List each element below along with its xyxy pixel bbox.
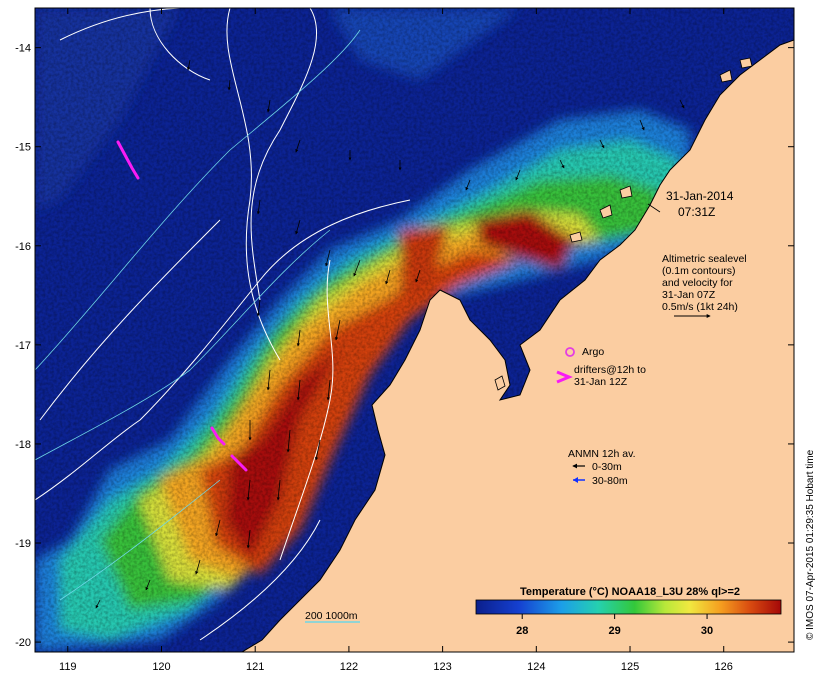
anmn-deep-arrowhead — [573, 477, 578, 483]
scale-label: 200 1000m — [305, 610, 358, 622]
x-tick-label: 120 — [152, 661, 170, 673]
drifter-legend-symbol — [556, 370, 573, 384]
anmn-title: ANMN 12h av. — [568, 448, 636, 460]
x-tick-label: 119 — [59, 661, 77, 673]
colorbar-tick-label: 28 — [516, 625, 528, 637]
argo-marker — [565, 347, 575, 357]
colorbar-tick-label: 30 — [701, 625, 713, 637]
y-tick-label: -20 — [15, 637, 31, 649]
y-tick-label: -19 — [15, 538, 31, 550]
time-label: 07:31Z — [678, 205, 715, 219]
sealevel-contours — [35, 8, 411, 641]
anmn-deep-label: 30-80m — [592, 475, 628, 487]
x-tick-label: 125 — [621, 661, 639, 673]
y-tick-label: -18 — [15, 439, 31, 451]
australia-landmass — [241, 8, 794, 652]
altimetry-line-5: 0.5m/s (1kt 24h) — [662, 301, 738, 313]
credit-text: © IMOS 07-Apr-2015 01:29:35 Hobart time — [805, 449, 816, 640]
altimetry-line-2: (0.1m contours) — [662, 265, 736, 277]
altimetry-legend: Altimetric sealevel (0.1m contours) and … — [662, 253, 747, 318]
map-plot-area — [35, 8, 794, 652]
x-tick-label: 122 — [340, 661, 358, 673]
x-tick-label: 126 — [715, 661, 733, 673]
x-tick-label: 123 — [433, 661, 451, 673]
colorbar-title: Temperature (°C) NOAA18_L3U 28% ql>=2 — [520, 586, 740, 598]
drifter-tracks — [116, 140, 248, 472]
coastal-islands — [494, 57, 753, 391]
y-tick-label: -16 — [15, 241, 31, 253]
altimetry-line-3: and velocity for — [662, 277, 733, 289]
date-pointer — [647, 203, 661, 213]
y-tick-label: -17 — [15, 340, 31, 352]
drifters-line-2: 31-Jan 12Z — [574, 376, 628, 388]
altimetry-line-1: Altimetric sealevel — [662, 253, 747, 265]
altimetry-line-4: 31-Jan 07Z — [662, 289, 716, 301]
bathymetry-contours — [35, 29, 361, 601]
date-label: 31-Jan-2014 — [666, 189, 734, 203]
y-tick-label: -15 — [15, 142, 31, 154]
x-axis: 119 120 121 122 123 124 125 126 — [59, 8, 733, 673]
x-tick-label: 124 — [527, 661, 545, 673]
velocity-vectors — [95, 59, 685, 609]
drifters-line-1: drifters@12h to — [574, 364, 646, 376]
x-tick-label: 121 — [246, 661, 264, 673]
plot-frame — [34, 7, 795, 653]
y-axis: -14 -15 -16 -17 -18 -19 -20 — [15, 43, 794, 649]
colorbar-tick-label: 29 — [609, 625, 621, 637]
colorbar: Temperature (°C) NOAA18_L3U 28% ql>=2 28… — [475, 586, 782, 637]
argo-label: Argo — [582, 346, 604, 358]
y-tick-label: -14 — [15, 43, 31, 55]
colorbar-gradient — [475, 599, 782, 615]
anmn-shallow-label: 0-30m — [592, 461, 622, 473]
